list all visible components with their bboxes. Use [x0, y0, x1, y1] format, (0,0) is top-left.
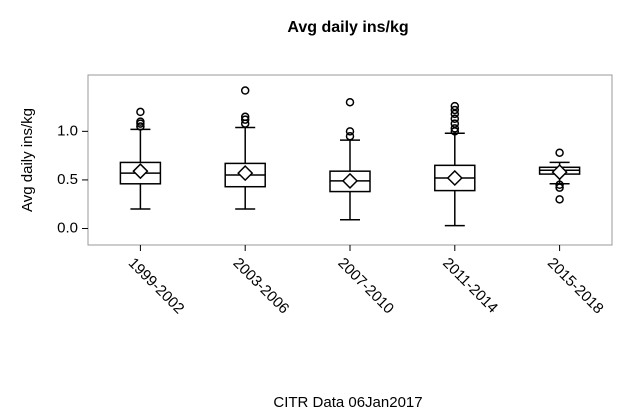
caption: CITR Data 06Jan2017 [273, 394, 422, 411]
mean [551, 164, 568, 181]
mean [446, 169, 463, 187]
y-tick-label: 0.5 [57, 171, 78, 188]
outlier [136, 122, 145, 131]
outlier [555, 180, 564, 190]
outlier [450, 127, 460, 136]
outlier [136, 107, 145, 117]
outlier [240, 115, 250, 124]
outlier [450, 109, 460, 119]
outlier [450, 119, 460, 128]
x-tick-label: 2015-2018 [544, 255, 607, 318]
y-tick-label: 1.0 [57, 122, 78, 139]
x-tick-label: 1999-2002 [125, 255, 188, 318]
outlier [240, 86, 250, 95]
outlier [345, 97, 355, 107]
outlier [555, 183, 564, 192]
outlier [450, 105, 460, 115]
outlier [450, 114, 460, 123]
outlier [136, 117, 145, 126]
outlier [450, 101, 460, 111]
y-axis-label: Avg daily ins/kg [19, 108, 36, 212]
x-tick-label: 2011-2014 [439, 255, 501, 317]
chart-title: Avg daily ins/kg [287, 19, 408, 36]
outlier [450, 124, 460, 133]
outlier [345, 131, 355, 141]
y-tick-label: 0.0 [57, 219, 78, 236]
outlier [555, 195, 564, 204]
mean [341, 172, 359, 189]
outlier [240, 112, 250, 122]
x-tick-label: 2003-2006 [230, 255, 293, 318]
outlier [345, 127, 355, 136]
outlier [555, 148, 564, 157]
x-tick-label: 2007-2010 [334, 255, 397, 318]
mean [237, 165, 254, 182]
mean [132, 163, 149, 180]
